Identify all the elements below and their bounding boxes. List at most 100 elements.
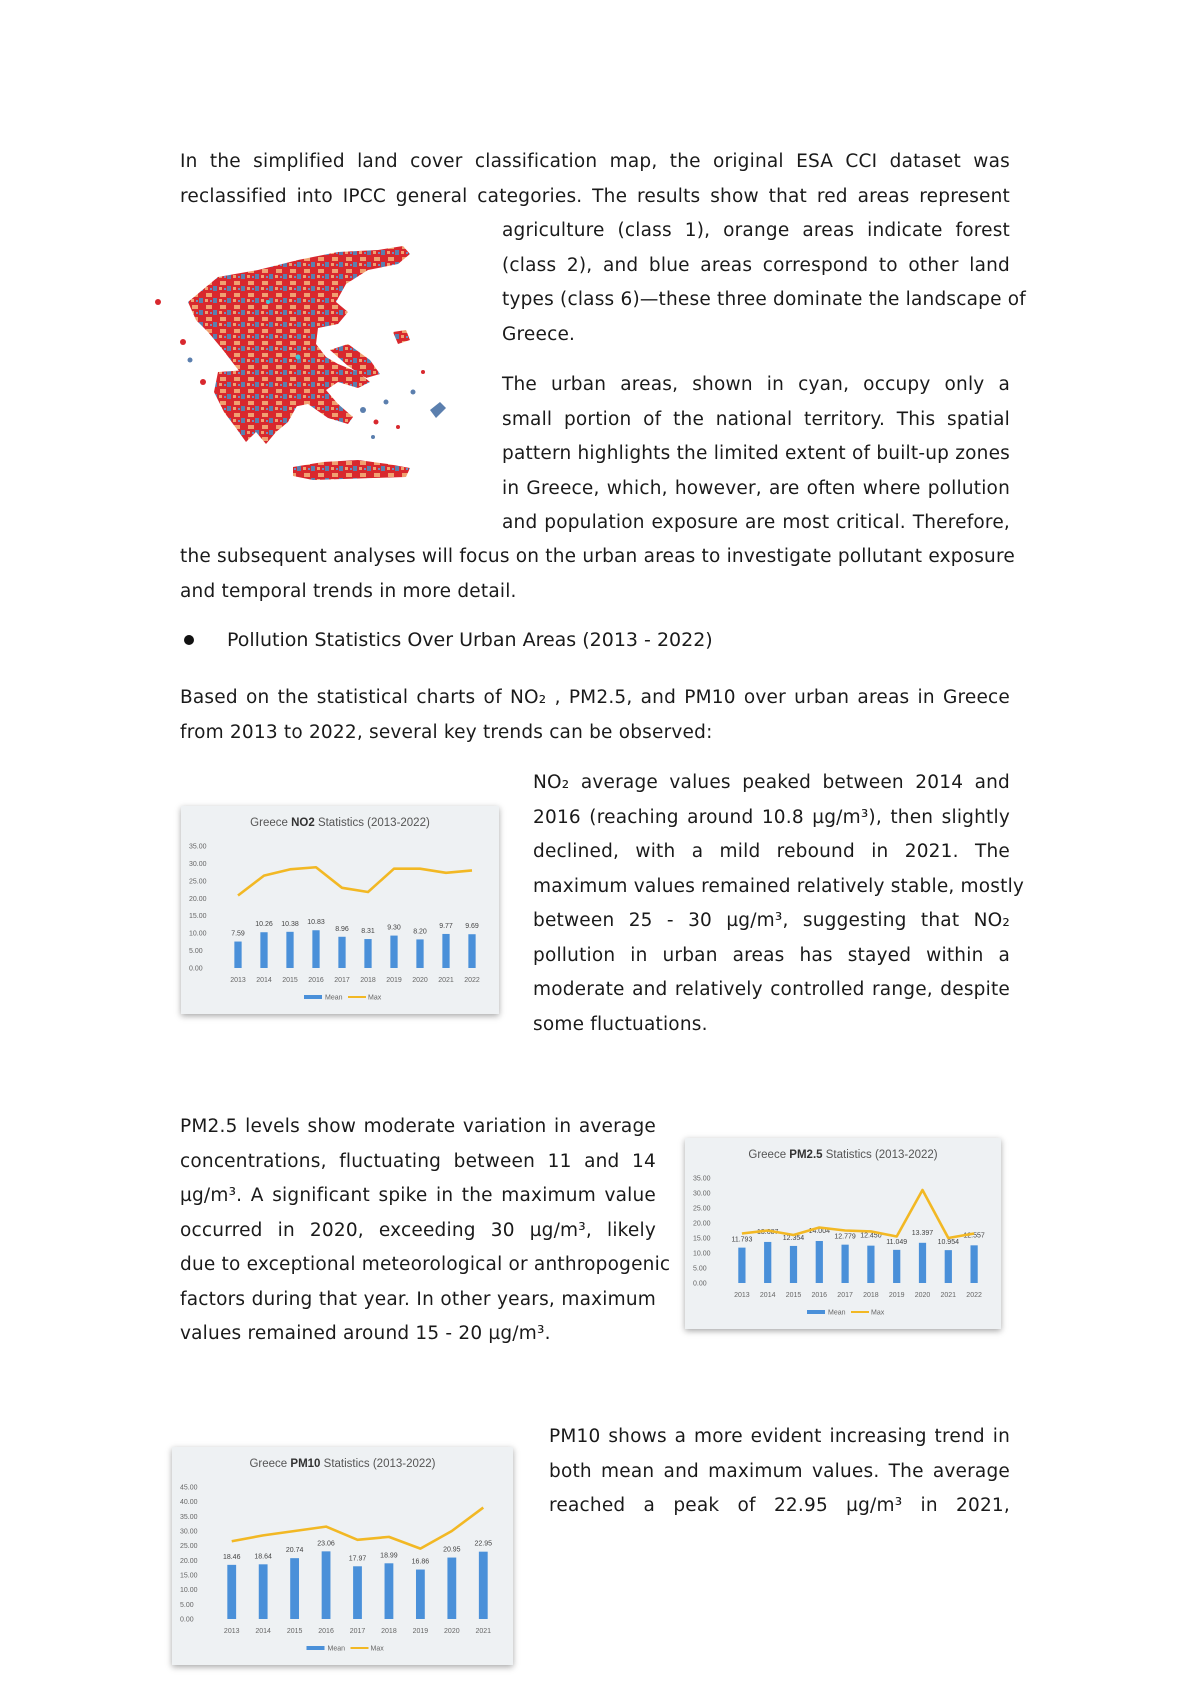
text-line: agriculture (class 1), orange areas indi… bbox=[502, 220, 1010, 241]
max-series-line bbox=[741, 1188, 975, 1240]
text-line: due to exceptional meteorological or ant… bbox=[180, 1254, 671, 1275]
bar-mean-2018 bbox=[364, 939, 372, 968]
legend-max-label: Max bbox=[371, 1646, 385, 1653]
x-tick-label: 2019 bbox=[413, 1628, 429, 1635]
y-tick-label: 30.00 bbox=[180, 1529, 198, 1536]
bar-value-label: 10.954 bbox=[938, 1239, 960, 1246]
y-tick-label: 0.00 bbox=[189, 966, 203, 973]
y-tick-label: 10.00 bbox=[693, 1251, 711, 1258]
map-island-dot bbox=[421, 370, 425, 374]
legend-mean-label: Mean bbox=[325, 995, 343, 1002]
no2-chart-svg: Greece NO2 Statistics (2013-2022) 35.00 30… bbox=[189, 817, 480, 1002]
bar-mean-2022 bbox=[970, 1245, 978, 1283]
text-line: (class 2), and blue areas correspond to … bbox=[502, 254, 1010, 276]
y-tick-label: 15.00 bbox=[693, 1236, 711, 1243]
x-tick-label: 2015 bbox=[287, 1628, 303, 1635]
x-tick-label: 2020 bbox=[915, 1292, 931, 1299]
bar-mean-2018 bbox=[384, 1563, 394, 1619]
text-line: Based on the statistical charts of NO₂ ,… bbox=[180, 687, 1010, 708]
text-line: PM2.5 levels show moderate variation in … bbox=[180, 1116, 656, 1137]
map-urban-dot bbox=[295, 354, 301, 360]
bar-mean-2016 bbox=[312, 930, 320, 968]
bar-value-label: 8.96 bbox=[335, 926, 349, 933]
x-tick-label: 2014 bbox=[256, 977, 272, 984]
x-tick-label: 2018 bbox=[863, 1292, 879, 1299]
bullet-dot bbox=[184, 635, 194, 645]
y-tick-label: 25.00 bbox=[180, 1543, 198, 1550]
chart-title-prefix: Greece bbox=[748, 1149, 789, 1161]
bar-value-label: 22.95 bbox=[475, 1541, 493, 1548]
paragraph-urban-areas: The urban areas, shown in cyan, occupy o… bbox=[502, 368, 1010, 541]
text-line: reclassified into IPCC general categorie… bbox=[180, 185, 1010, 207]
pm25-chart-svg: Greece PM2.5 Statistics (2013-2022) 35.00… bbox=[693, 1149, 985, 1317]
bar-value-label: 16.86 bbox=[412, 1559, 430, 1566]
x-tick-label: 2016 bbox=[308, 977, 324, 984]
x-tick-label: 2017 bbox=[350, 1628, 366, 1635]
pm10-chart: Greece PM10 Statistics (2013-2022) 45.00 4… bbox=[172, 1447, 513, 1665]
x-tick-label: 2016 bbox=[812, 1292, 828, 1299]
chart-title-suffix: Statistics (2013-2022) bbox=[320, 1458, 435, 1470]
text-line: from 2013 to 2022, several key trends ca… bbox=[180, 721, 713, 743]
bar-value-label: 20.95 bbox=[443, 1547, 461, 1554]
bar-value-label: 7.59 bbox=[231, 931, 245, 938]
map-island-dot bbox=[360, 407, 366, 413]
text-line: some fluctuations. bbox=[533, 1013, 708, 1035]
map-island-dot bbox=[410, 389, 416, 395]
x-tick-label: 2019 bbox=[889, 1292, 905, 1299]
text-line: PM10 shows a more evident increasing tre… bbox=[549, 1426, 1010, 1447]
bar-mean-2019 bbox=[390, 935, 398, 968]
text-line: pollution in urban areas has stayed with… bbox=[533, 944, 1010, 966]
text-line: values remained around 15 - 20 µg/m³. bbox=[180, 1323, 551, 1344]
paragraph-land-cover-intro: In the simplified land cover classificat… bbox=[180, 145, 1010, 214]
y-tick-label: 20.00 bbox=[189, 896, 207, 903]
paragraph-land-cover-classes: agriculture (class 1), orange areas indi… bbox=[502, 214, 1026, 352]
bar-mean-2018 bbox=[867, 1245, 875, 1283]
bar-mean-2015 bbox=[286, 931, 294, 968]
bar-value-label: 20.74 bbox=[286, 1547, 304, 1554]
bar-value-label: 9.77 bbox=[439, 923, 453, 930]
legend-max-label: Max bbox=[368, 995, 382, 1002]
map-island-dot bbox=[200, 379, 206, 385]
map-island-dot bbox=[383, 399, 389, 405]
x-tick-label: 2014 bbox=[255, 1628, 271, 1635]
x-tick-label: 2021 bbox=[475, 1628, 491, 1635]
bar-mean-2019 bbox=[893, 1249, 901, 1283]
x-tick-label: 2022 bbox=[966, 1292, 982, 1299]
bar-value-label: 11.049 bbox=[886, 1239, 907, 1246]
max-series-line bbox=[237, 865, 473, 897]
bar-mean-2016 bbox=[321, 1551, 331, 1619]
y-tick-label: 30.00 bbox=[693, 1191, 711, 1198]
bar-value-label: 12.450 bbox=[860, 1233, 882, 1240]
x-tick-label: 2022 bbox=[464, 977, 480, 984]
bar-value-label: 14.004 bbox=[809, 1228, 831, 1235]
no2-chart: Greece NO2 Statistics (2013-2022) 35.00 30… bbox=[181, 806, 499, 1014]
y-tick-label: 15.00 bbox=[180, 1573, 198, 1580]
y-tick-label: 30.00 bbox=[189, 861, 207, 868]
x-tick-label: 2018 bbox=[360, 977, 376, 984]
bar-mean-2016 bbox=[815, 1240, 823, 1283]
y-tick-label: 5.00 bbox=[189, 948, 203, 955]
bar-mean-2019 bbox=[415, 1569, 425, 1619]
bar-mean-2013 bbox=[234, 941, 242, 968]
bar-mean-2021 bbox=[478, 1551, 488, 1619]
y-tick-label: 15.00 bbox=[189, 913, 207, 920]
legend-mean-swatch bbox=[304, 995, 322, 999]
text-line: both mean and maximum values. The averag… bbox=[549, 1460, 1010, 1482]
x-tick-label: 2017 bbox=[334, 977, 350, 984]
y-tick-label: 40.00 bbox=[180, 1499, 198, 1506]
text-line: occurred in 2020, exceeding 30 µg/m³, li… bbox=[180, 1219, 656, 1241]
y-tick-label: 0.00 bbox=[693, 1281, 707, 1288]
section-bullet-heading: Pollution Statistics Over Urban Areas (2… bbox=[180, 629, 713, 651]
bar-mean-2020 bbox=[416, 939, 424, 968]
bar-mean-2021 bbox=[944, 1250, 952, 1283]
x-tick-label: 2019 bbox=[386, 977, 402, 984]
y-tick-label: 5.00 bbox=[693, 1266, 707, 1273]
map-peloponnese bbox=[214, 370, 298, 444]
bar-mean-2013 bbox=[227, 1564, 237, 1619]
map-mainland bbox=[188, 246, 410, 424]
map-island-dot bbox=[180, 339, 186, 345]
bar-value-label: 23.06 bbox=[317, 1540, 335, 1547]
x-tick-label: 2015 bbox=[282, 977, 298, 984]
bar-mean-2017 bbox=[338, 936, 346, 968]
chart-title: Greece PM2.5 Statistics (2013-2022) bbox=[748, 1149, 937, 1161]
